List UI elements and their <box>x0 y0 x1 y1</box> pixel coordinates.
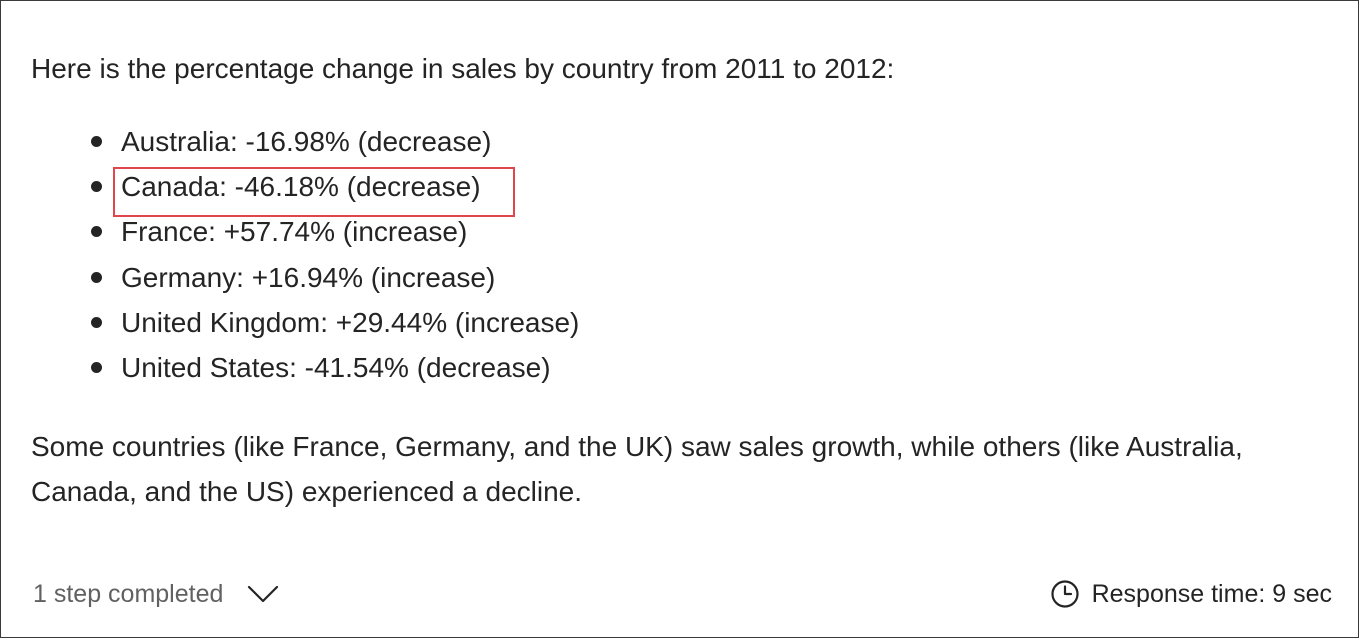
response-intro: Here is the percentage change in sales b… <box>31 53 895 84</box>
response-time: Response time: 9 sec <box>1050 579 1332 609</box>
list-item-text: France: +57.74% (increase) <box>121 216 468 248</box>
expand-steps-button[interactable] <box>245 579 281 609</box>
response-summary: Some countries (like France, Germany, an… <box>31 431 1243 507</box>
clock-icon <box>1050 579 1080 609</box>
highlight-box <box>113 167 515 218</box>
bullet-icon <box>91 136 102 147</box>
response-time-label: Response time: 9 sec <box>1091 579 1332 608</box>
list-item-text: Australia: -16.98% (decrease) <box>121 126 492 157</box>
bullet-icon <box>91 316 102 328</box>
chevron-down-icon <box>248 585 279 603</box>
steps-label: 1 step completed <box>33 579 224 608</box>
steps-toggle[interactable]: 1 step completed <box>33 579 281 609</box>
list-item-text: United Kingdom: +29.44% (increase) <box>121 306 580 338</box>
list-item-text: United States: -41.54% (decrease) <box>121 351 551 383</box>
bullet-icon <box>91 181 102 193</box>
bullet-icon <box>91 226 102 238</box>
bullet-icon <box>91 271 102 283</box>
list-item-text: Canada: -46.18% (decrease) <box>121 171 481 203</box>
list-item-text: Germany: +16.94% (increase) <box>121 261 496 293</box>
bullet-icon <box>91 361 102 373</box>
